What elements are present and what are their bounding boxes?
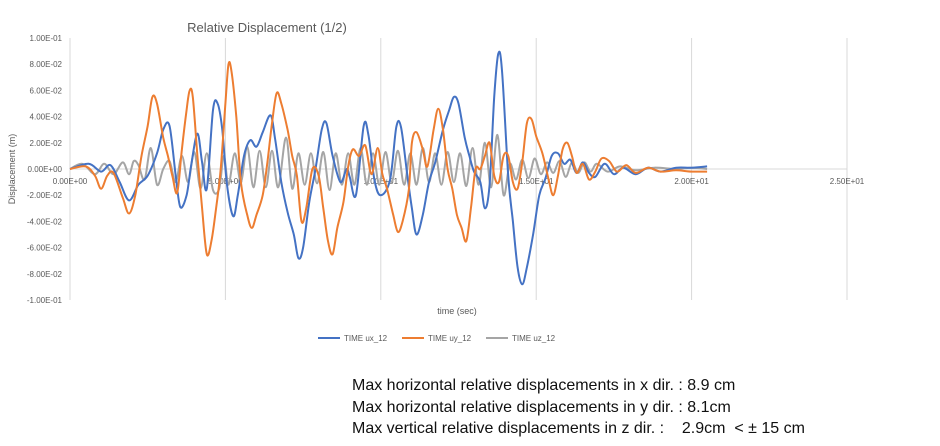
chart-title: Relative Displacement (1/2)	[187, 20, 347, 35]
relative-displacement-chart: Relative Displacement (1/2) 1.00E-01 8.00…	[7, 20, 865, 343]
y-tick-label: 8.00E-02	[30, 60, 63, 69]
y-tick-label: -6.00E-02	[27, 244, 63, 253]
y-tick-label: -8.00E-02	[27, 270, 63, 279]
x-tick-label: 0.00E+00	[53, 177, 88, 186]
y-tick-label: -2.00E-02	[27, 191, 63, 200]
y-tick-label: -1.00E-01	[27, 296, 63, 305]
y-tick-label: 0.00E+00	[28, 165, 63, 174]
y-tick-label: 6.00E-02	[30, 86, 63, 95]
chart-series	[69, 50, 708, 286]
legend-label-uy: TIME uy_12	[428, 334, 472, 343]
y-tick-label: -4.00E-02	[27, 217, 63, 226]
y-axis-label: Displacement (m)	[7, 134, 17, 205]
y-tick-label: 4.00E-02	[30, 113, 63, 122]
y-tick-label: 2.00E-02	[30, 139, 63, 148]
max-displacement-notes: Max horizontal relative displacements in…	[352, 375, 805, 440]
x-tick-label: 2.00E+01	[674, 177, 709, 186]
note-z-displacement: Max vertical relative displacements in z…	[352, 420, 805, 437]
series-line-uy	[69, 61, 708, 257]
x-axis-label: time (sec)	[437, 306, 477, 316]
note-x-displacement: Max horizontal relative displacements in…	[352, 377, 736, 394]
chart-legend: TIME ux_12 TIME uy_12 TIME uz_12	[318, 334, 556, 343]
legend-label-uz: TIME uz_12	[512, 334, 556, 343]
y-tick-label: 1.00E-01	[30, 34, 63, 43]
x-tick-label: 2.50E+01	[830, 177, 865, 186]
chart-gridlines	[69, 38, 848, 300]
y-axis-tick-labels: 1.00E-01 8.00E-02 6.00E-02 4.00E-02 2.00E-02…	[27, 34, 63, 305]
note-y-displacement: Max horizontal relative displacements in…	[352, 398, 731, 416]
legend-label-ux: TIME ux_12	[344, 334, 388, 343]
x-tick-label: 1.50E+01	[519, 177, 554, 186]
series-line-ux	[69, 50, 708, 286]
